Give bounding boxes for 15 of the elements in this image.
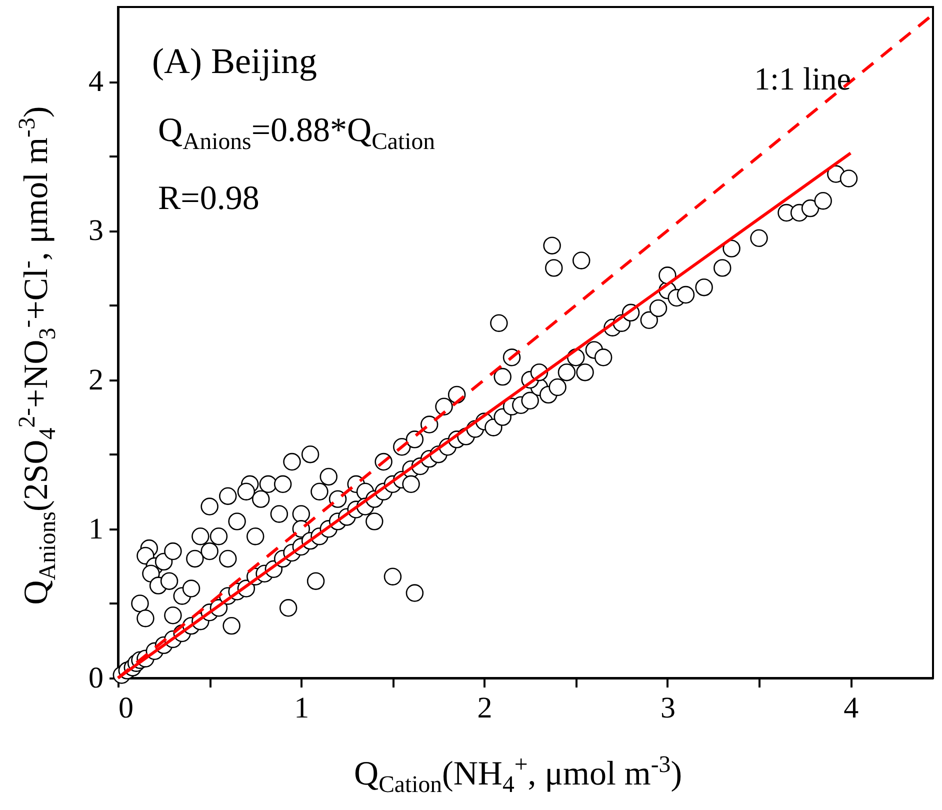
annotation: (A) Beijing: [152, 40, 317, 82]
annotation: R=0.98: [158, 180, 260, 218]
x-tick-label: 2: [477, 692, 492, 724]
y-tick-label: 4: [88, 65, 104, 98]
x-axis-title: Q$_{Cation}$(NH$_{4}$$^{+}$, μmol m$^{-3}$): [354, 752, 682, 800]
series-label: 1:1 line: [754, 60, 851, 96]
y-tick-label: 1: [88, 512, 104, 546]
x-tick-label: 3: [660, 692, 676, 724]
x-tick-label: 1: [294, 692, 310, 724]
y-tick-label: 3: [88, 214, 104, 248]
annotation: Q$_{Anions}$=0.88*Q$_{Cation}$: [158, 112, 436, 156]
x-tick-label: 0: [118, 692, 134, 724]
x-tick-label: 4: [844, 692, 859, 724]
y-tick-label: 2: [88, 363, 104, 396]
y-tick-label: 0: [88, 662, 104, 694]
